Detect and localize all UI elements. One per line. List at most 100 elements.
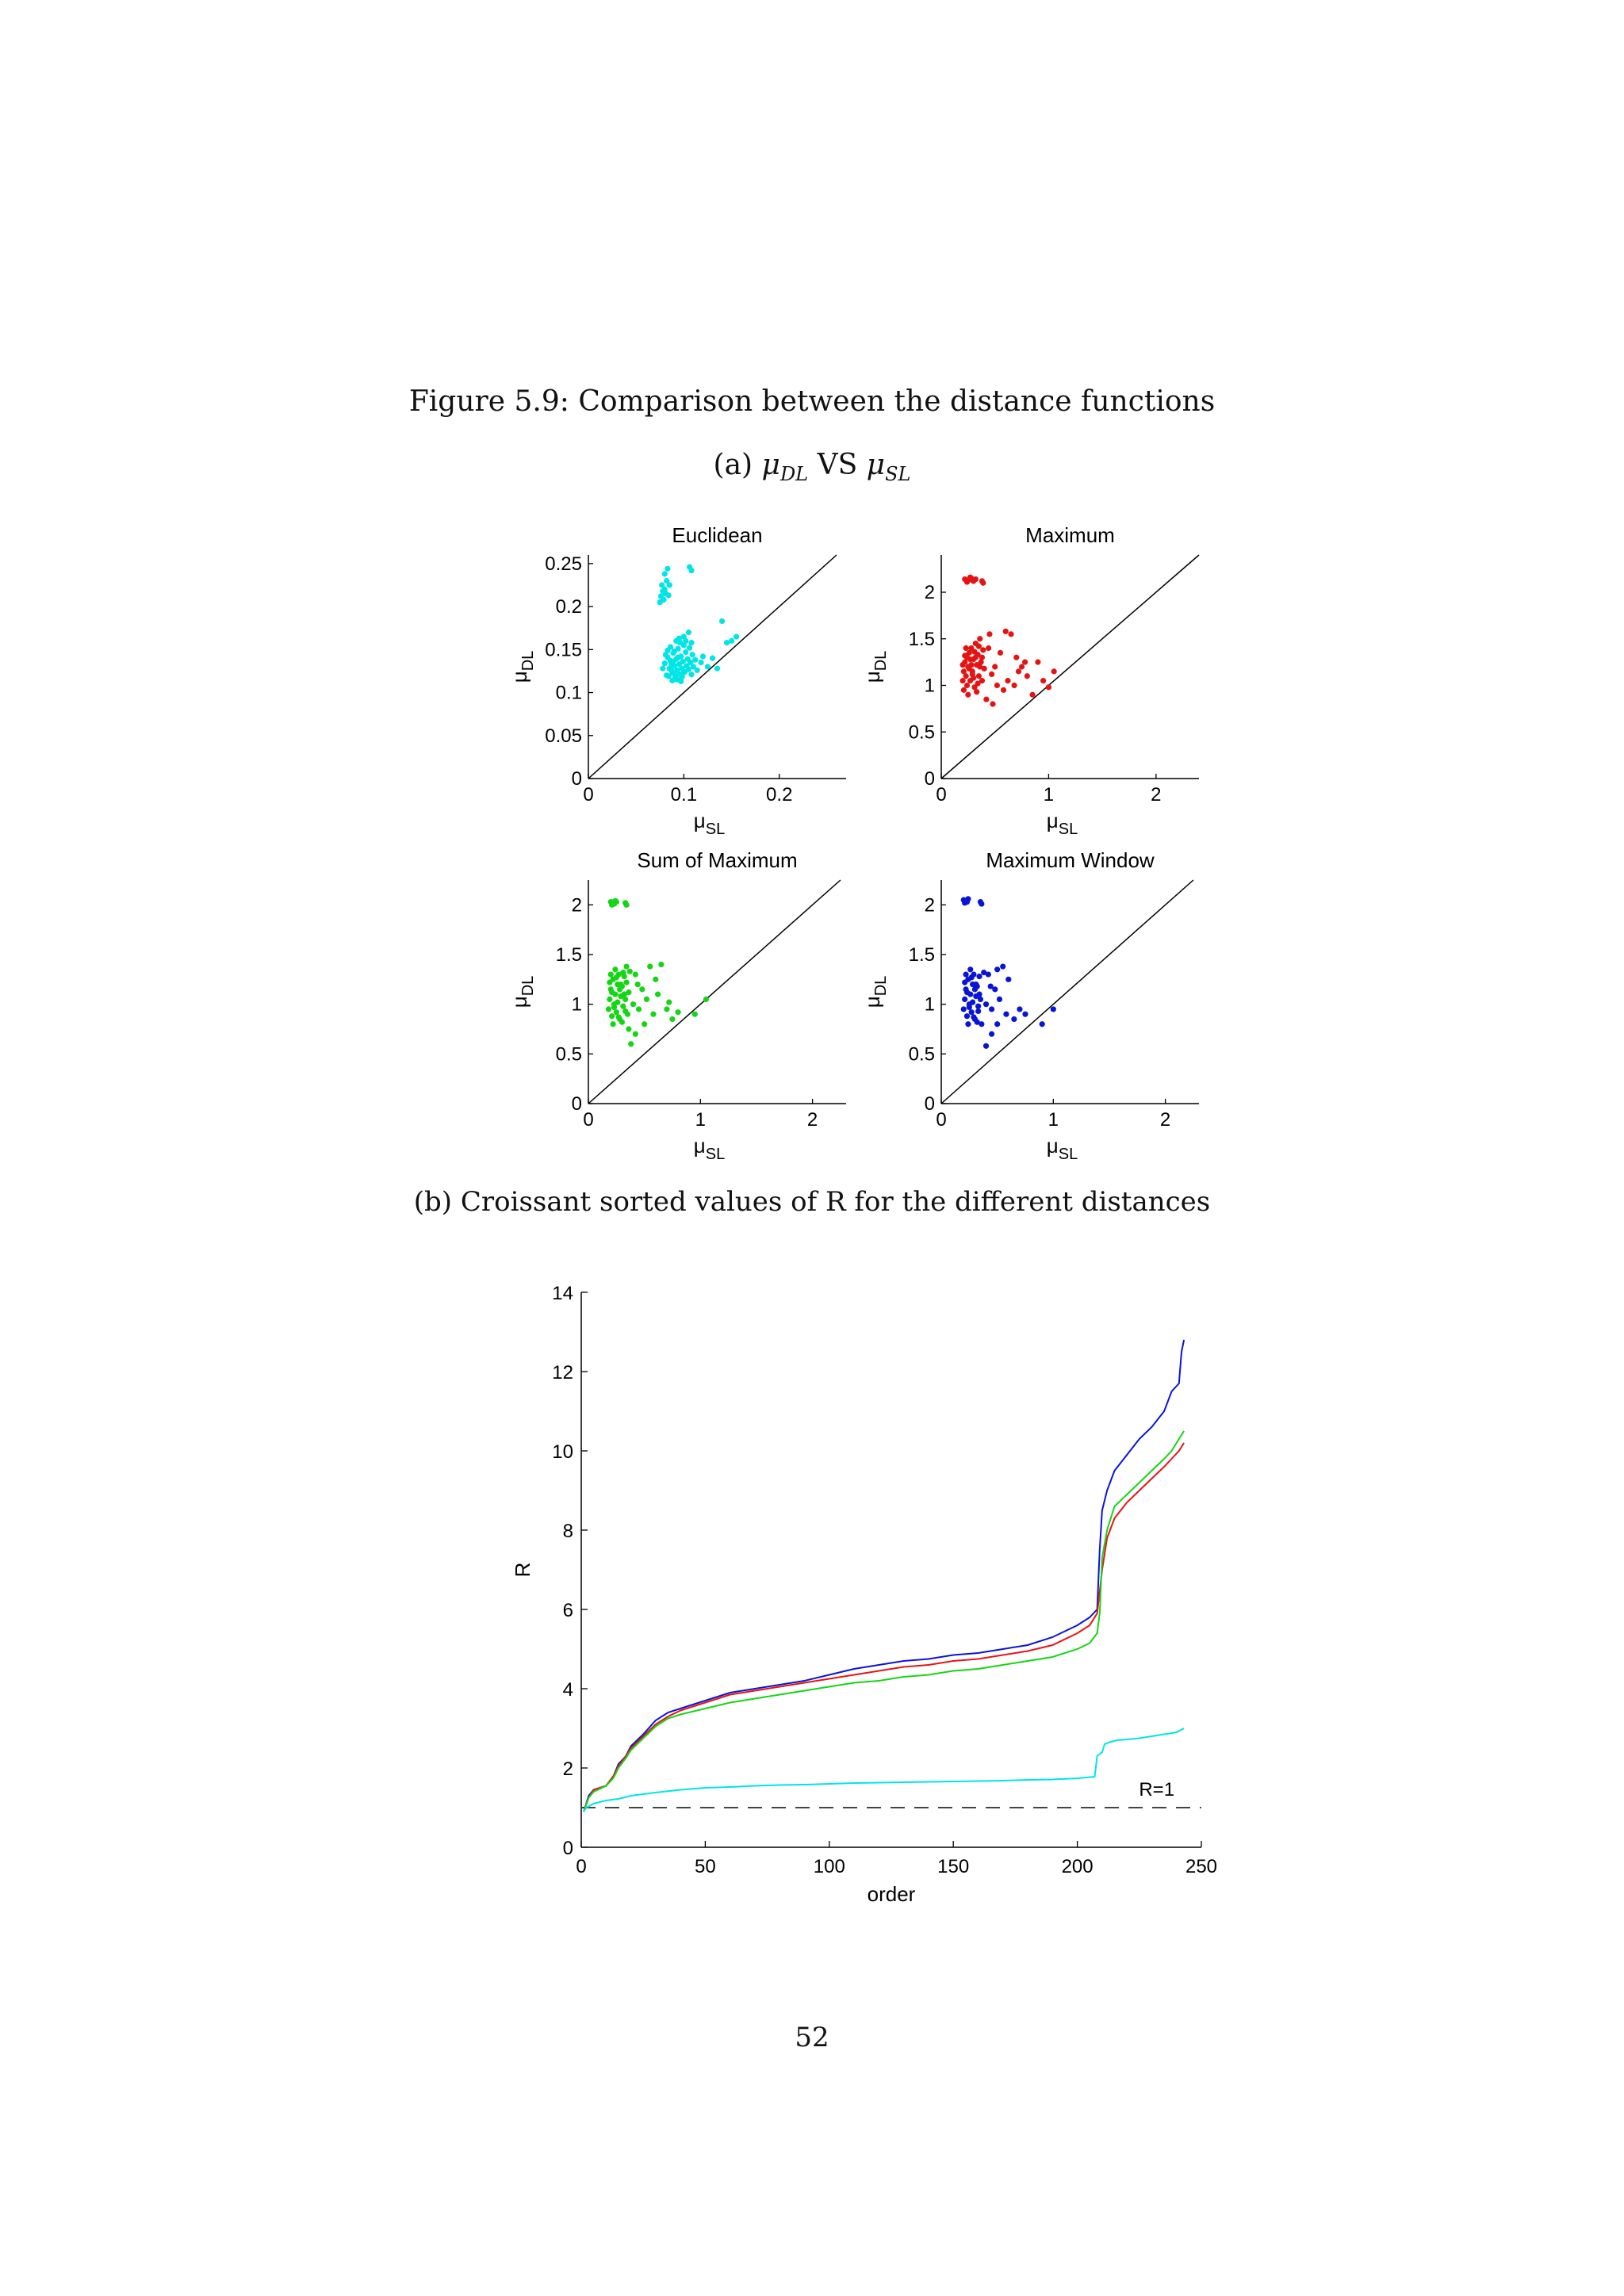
y-tick-label: 1.5	[909, 629, 935, 650]
data-point	[966, 1004, 972, 1011]
data-point	[992, 664, 998, 670]
reference-line-y-equals-x	[588, 554, 837, 779]
y-axis-label-subscript: DL	[872, 976, 890, 997]
data-point	[669, 1016, 676, 1023]
data-point	[661, 596, 667, 603]
data-point	[692, 656, 699, 663]
series-line-maximum-window	[583, 1339, 1185, 1812]
data-point	[1005, 678, 1011, 684]
data-point	[986, 631, 993, 637]
data-point	[610, 1021, 616, 1027]
y-tick-label: 0.2	[556, 596, 582, 618]
data-point	[620, 969, 626, 976]
chart-title: Maximum	[1025, 523, 1115, 547]
data-point	[613, 974, 619, 981]
x-axis-label-subscript: SL	[1059, 1146, 1078, 1163]
data-point	[1039, 1021, 1045, 1027]
data-point	[1013, 654, 1020, 660]
x-axis-label-symbol: μ	[1047, 809, 1059, 832]
data-point	[1040, 678, 1047, 684]
series-line-maximum	[583, 1442, 1185, 1812]
data-point	[976, 991, 982, 997]
data-point	[973, 982, 979, 988]
data-point	[962, 652, 968, 659]
data-point	[1050, 1006, 1056, 1012]
x-tick-label: 200	[1062, 1856, 1094, 1877]
data-point	[994, 1021, 1001, 1027]
data-point	[615, 1014, 622, 1020]
data-point	[643, 996, 650, 1002]
annotation-r-equals-1: R=1	[1139, 1779, 1174, 1800]
data-point	[969, 999, 976, 1005]
data-point	[960, 687, 967, 693]
y-axis-label: μDL	[508, 976, 537, 1008]
x-axis-label-subscript: SL	[706, 821, 725, 838]
data-point	[966, 649, 972, 656]
data-point	[977, 996, 984, 1002]
data-point	[679, 674, 685, 680]
data-point	[990, 701, 996, 707]
y-tick-label: 4	[563, 1679, 573, 1701]
y-axis-label-subscript: DL	[872, 651, 890, 672]
y-tick-label: 1	[925, 994, 935, 1016]
data-point	[975, 1008, 982, 1015]
data-point	[664, 1006, 670, 1012]
data-point	[985, 971, 991, 978]
x-tick-label: 2	[807, 1109, 818, 1131]
x-tick-label: 1	[695, 1109, 706, 1131]
y-tick-label: 2	[563, 1758, 573, 1780]
data-point	[965, 691, 971, 698]
chart-title: Sum of Maximum	[637, 848, 797, 872]
x-tick-label: 0	[936, 784, 946, 806]
data-point	[988, 1031, 995, 1037]
data-point	[665, 565, 671, 572]
data-point	[675, 654, 681, 660]
y-tick-label: 2	[925, 582, 935, 603]
data-point	[660, 665, 666, 672]
y-tick-label: 0.1	[556, 683, 582, 704]
data-point	[665, 673, 672, 679]
data-point	[980, 580, 986, 586]
data-point	[688, 672, 695, 678]
data-point	[977, 664, 983, 670]
x-axis-label: μSL	[1047, 809, 1078, 838]
data-point	[1024, 673, 1030, 679]
data-point	[969, 577, 975, 584]
data-point	[972, 654, 979, 660]
data-point	[969, 671, 975, 677]
data-point	[723, 640, 730, 646]
y-tick-label: 1	[572, 994, 582, 1016]
data-point	[971, 684, 978, 691]
data-point	[690, 664, 697, 670]
data-point	[661, 660, 668, 667]
data-point	[959, 662, 966, 668]
x-axis-label: order	[868, 1882, 916, 1906]
data-point	[1051, 668, 1057, 675]
data-point	[626, 1026, 632, 1032]
x-tick-label: 0	[583, 784, 593, 806]
data-point	[1011, 1016, 1017, 1023]
data-point	[994, 966, 1001, 973]
data-point	[689, 652, 695, 658]
data-point	[647, 963, 653, 970]
y-tick-label: 0	[563, 1838, 573, 1859]
y-tick-label: 1.5	[556, 944, 582, 966]
page-number: 52	[795, 2022, 829, 2053]
y-tick-label: 0	[925, 768, 935, 790]
series-line-euclidean	[583, 1728, 1185, 1812]
data-point	[714, 665, 721, 672]
data-point	[632, 971, 638, 978]
data-point	[709, 655, 716, 661]
data-point	[607, 979, 613, 985]
data-point	[997, 649, 1004, 656]
data-point	[1045, 684, 1052, 691]
data-point	[659, 582, 665, 588]
data-point	[683, 637, 689, 645]
data-point	[655, 991, 661, 997]
data-point	[639, 986, 645, 993]
data-point	[675, 1009, 681, 1016]
data-point	[686, 645, 693, 651]
data-point	[1000, 687, 1007, 693]
data-point	[1015, 668, 1022, 675]
x-tick-label: 2	[1160, 1109, 1170, 1131]
